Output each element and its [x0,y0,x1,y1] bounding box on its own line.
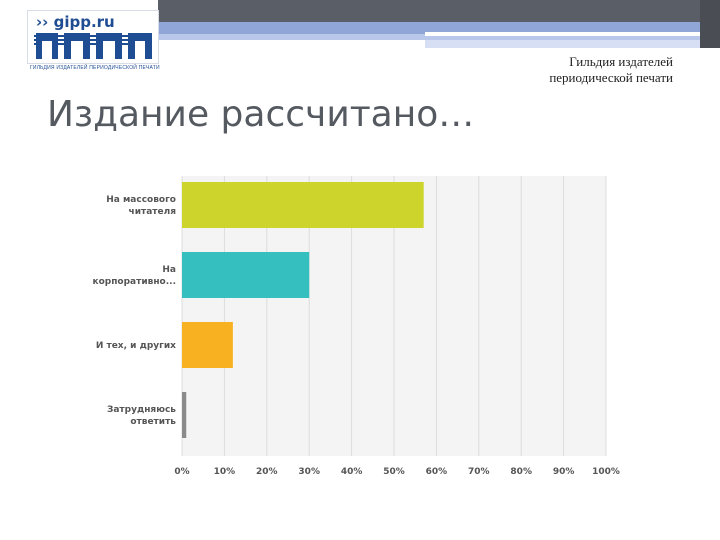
x-tick-label: 60% [426,467,448,477]
x-tick-label: 30% [298,467,320,477]
category-label: И тех, и других [96,341,176,351]
logo-blocks-icon [34,33,152,59]
guild-line-1: Гильдия издателей [569,54,673,69]
guild-name: Гильдия издателей периодической печати [549,54,673,86]
category-label: ответить [130,417,176,427]
x-tick-label: 20% [256,467,278,477]
x-tick-label: 90% [553,467,575,477]
top-corner-block [700,0,720,48]
x-tick-label: 80% [510,467,532,477]
category-label: Затрудняюсь [107,405,176,415]
top-bar-blue [158,22,720,34]
bar [182,182,424,228]
top-bar-gap [425,32,720,36]
bar [182,322,233,368]
top-bar-dark [158,0,720,22]
logo-text: ›› gipp.ru [36,13,115,31]
x-tick-label: 10% [214,467,236,477]
gipp-logo: ›› gipp.ru [27,10,159,64]
x-tick-label: 70% [468,467,490,477]
bar [182,252,310,298]
x-tick-label: 100% [592,467,620,477]
bar-chart: 0% 10% 20% 30% 40% 50% 60% 70% 80% 90% 100% На масс… [92,176,620,477]
category-label: читателя [129,207,177,217]
category-label: корпоративно... [92,277,176,287]
x-tick-label: 40% [341,467,363,477]
slide-title: Издание рассчитано… [47,94,475,135]
top-bar-pale-blue [425,40,720,48]
bar [182,392,187,438]
category-label: На массового [106,195,176,205]
category-label: На [162,265,176,275]
guild-line-2: периодической печати [549,70,673,85]
logo-caption: ГИЛЬДИЯ ИЗДАТЕЛЕЙ ПЕРИОДИЧЕСКОЙ ПЕЧАТИ [30,65,160,71]
x-tick-label: 0% [174,467,189,477]
x-tick-label: 50% [383,467,405,477]
top-bar-light-blue [158,34,720,40]
